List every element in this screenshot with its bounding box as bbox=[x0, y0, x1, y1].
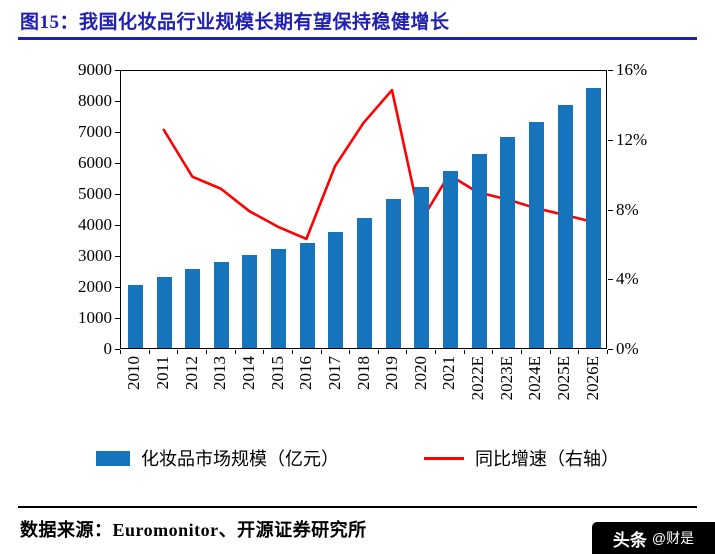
axis-tick bbox=[549, 350, 551, 354]
figure-title: 图15：我国化妆品行业规模长期有望保持稳健增长 bbox=[20, 12, 450, 33]
axis-tick bbox=[115, 349, 120, 350]
axis-tick bbox=[115, 132, 120, 133]
axis-tick bbox=[607, 350, 608, 354]
left-axis-label: 4000 bbox=[78, 215, 112, 234]
axis-tick bbox=[115, 318, 120, 319]
bar-2021 bbox=[442, 171, 458, 348]
left-axis-label: 7000 bbox=[78, 122, 112, 141]
x-axis-label-2018: 2018 bbox=[353, 356, 373, 390]
axis-tick bbox=[406, 350, 408, 354]
bar-2019 bbox=[385, 199, 401, 348]
axis-tick bbox=[377, 350, 379, 354]
x-axis-label-2015: 2015 bbox=[267, 356, 287, 390]
line-swatch-icon bbox=[424, 456, 464, 460]
left-axis-label: 9000 bbox=[78, 60, 112, 79]
right-axis-label: 0% bbox=[616, 339, 639, 358]
x-axis-label-2013: 2013 bbox=[210, 356, 230, 390]
plot-area bbox=[120, 70, 607, 349]
bar-2014 bbox=[242, 255, 258, 348]
x-axis-label-2019: 2019 bbox=[382, 356, 402, 390]
right-axis-label: 16% bbox=[616, 60, 648, 79]
axis-tick bbox=[148, 350, 150, 354]
bar-2015 bbox=[271, 248, 287, 348]
axis-tick bbox=[263, 350, 265, 354]
left-axis-label: 8000 bbox=[78, 91, 112, 110]
axis-tick bbox=[608, 139, 613, 141]
bar-2017 bbox=[328, 231, 344, 348]
bar-swatch-icon bbox=[96, 450, 130, 466]
legend-label-growth: 同比增速（右轴） bbox=[475, 449, 619, 469]
x-axis-label-2016: 2016 bbox=[296, 356, 316, 390]
axis-tick bbox=[463, 350, 465, 354]
watermark-handle: @财是 bbox=[651, 530, 695, 546]
x-axis-label-2026E: 2026E bbox=[582, 356, 602, 401]
x-axis-label-2014: 2014 bbox=[238, 356, 258, 390]
axis-tick bbox=[492, 350, 494, 354]
axis-tick bbox=[234, 350, 236, 354]
x-axis-label-2012: 2012 bbox=[181, 356, 201, 390]
x-axis-label-2023E: 2023E bbox=[496, 356, 516, 401]
bar-2024E bbox=[528, 121, 544, 348]
growth-line-path bbox=[162, 88, 594, 241]
legend-item-market-size: 化妆品市场规模（亿元） bbox=[96, 445, 339, 471]
axis-tick bbox=[435, 350, 437, 354]
bar-2013 bbox=[213, 261, 229, 348]
left-axis-label: 5000 bbox=[78, 184, 112, 203]
axis-tick bbox=[115, 287, 120, 288]
left-axis-label: 1000 bbox=[78, 308, 112, 327]
left-axis-label: 0 bbox=[103, 339, 113, 358]
axis-tick bbox=[205, 350, 207, 354]
right-axis-label: 8% bbox=[616, 199, 639, 219]
axis-tick bbox=[608, 209, 613, 211]
axis-tick bbox=[349, 350, 351, 354]
axis-tick bbox=[608, 279, 613, 281]
bar-2026E bbox=[586, 87, 602, 348]
axis-tick bbox=[115, 256, 120, 257]
x-axis-label-2010: 2010 bbox=[124, 356, 144, 390]
bar-2011 bbox=[156, 276, 172, 348]
data-source: 数据来源：Euromonitor、开源证券研究所 bbox=[20, 520, 367, 540]
watermark-badge: 头条 @财是 bbox=[592, 522, 715, 554]
axis-tick bbox=[115, 225, 120, 226]
axis-tick bbox=[291, 350, 293, 354]
axis-tick bbox=[578, 350, 580, 354]
axis-tick bbox=[115, 194, 120, 195]
axis-tick bbox=[115, 101, 120, 102]
axis-tick bbox=[120, 350, 121, 354]
bar-2020 bbox=[414, 186, 430, 348]
axis-tick bbox=[115, 70, 120, 71]
bar-2025E bbox=[557, 104, 573, 348]
chart-legend: 化妆品市场规模（亿元） 同比增速（右轴） bbox=[0, 445, 715, 471]
bar-2022E bbox=[471, 154, 487, 348]
growth-line-chart bbox=[162, 88, 594, 241]
x-axis-label-2011: 2011 bbox=[153, 356, 172, 390]
x-axis-label-2020: 2020 bbox=[410, 356, 430, 390]
left-axis-label: 6000 bbox=[78, 153, 112, 172]
legend-item-growth: 同比增速（右轴） bbox=[424, 445, 619, 471]
bar-2012 bbox=[185, 269, 201, 348]
x-axis-label-2022E: 2022E bbox=[468, 356, 488, 401]
x-axis-label-2024E: 2024E bbox=[525, 356, 545, 401]
axis-tick bbox=[521, 350, 523, 354]
right-axis-label: 12% bbox=[616, 129, 648, 149]
x-axis-label-2025E: 2025E bbox=[554, 356, 573, 401]
right-axis-label: 4% bbox=[616, 269, 639, 289]
axis-tick bbox=[177, 350, 179, 354]
legend-label-market-size: 化妆品市场规模（亿元） bbox=[141, 449, 339, 469]
x-axis-label-2017: 2017 bbox=[324, 356, 344, 390]
watermark-brand: 头条 bbox=[612, 530, 647, 550]
left-axis-label: 3000 bbox=[78, 246, 112, 265]
axis-tick bbox=[608, 349, 613, 350]
axis-tick bbox=[115, 163, 120, 164]
axis-tick bbox=[608, 70, 613, 71]
bar-2023E bbox=[500, 137, 516, 348]
bar-2016 bbox=[299, 242, 315, 348]
axis-tick bbox=[320, 350, 322, 354]
title-underline bbox=[18, 37, 697, 40]
left-axis-label: 2000 bbox=[78, 277, 112, 296]
bar-2018 bbox=[357, 217, 372, 348]
x-axis-label-2021: 2021 bbox=[439, 356, 459, 390]
footer-divider bbox=[18, 506, 697, 508]
bar-2010 bbox=[127, 284, 143, 348]
